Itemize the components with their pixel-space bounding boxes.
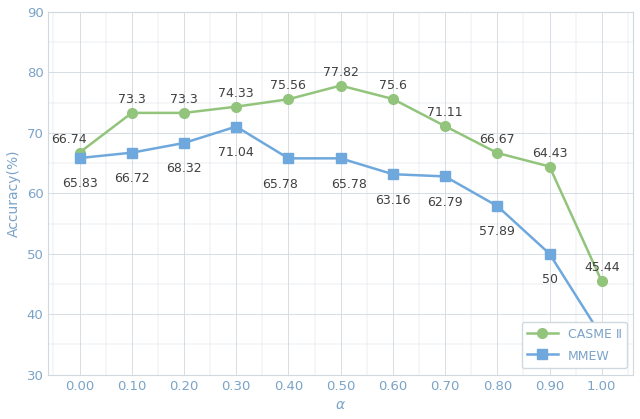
Text: 65.78: 65.78 <box>262 178 298 191</box>
Y-axis label: Accuracy(%): Accuracy(%) <box>7 150 21 237</box>
CASME Ⅱ <box>389 96 397 101</box>
MMEW <box>76 155 83 160</box>
Text: 57.89: 57.89 <box>479 225 515 238</box>
CASME Ⅱ <box>180 110 188 115</box>
MMEW <box>285 156 292 161</box>
Text: 65.78: 65.78 <box>331 178 367 191</box>
Text: 71.04: 71.04 <box>218 146 254 159</box>
Text: 74.33: 74.33 <box>218 87 254 100</box>
MMEW <box>598 334 605 339</box>
Text: 62.79: 62.79 <box>428 196 463 209</box>
Text: 71.11: 71.11 <box>428 106 463 119</box>
Text: 65.83: 65.83 <box>61 178 97 191</box>
Text: 64.43: 64.43 <box>532 147 567 160</box>
Text: 73.3: 73.3 <box>170 93 198 106</box>
Line: MMEW: MMEW <box>75 122 607 341</box>
MMEW <box>441 174 449 179</box>
MMEW <box>389 172 397 177</box>
Text: 50: 50 <box>541 273 557 286</box>
Text: 66.67: 66.67 <box>479 133 515 146</box>
Text: 66.72: 66.72 <box>114 172 150 185</box>
Text: 36.31: 36.31 <box>584 356 620 369</box>
CASME Ⅱ <box>76 150 83 155</box>
MMEW <box>546 251 554 256</box>
Line: CASME Ⅱ: CASME Ⅱ <box>75 81 607 286</box>
CASME Ⅱ <box>441 124 449 129</box>
X-axis label: α: α <box>336 398 345 412</box>
MMEW <box>128 150 136 155</box>
Text: 75.56: 75.56 <box>271 79 307 92</box>
CASME Ⅱ <box>128 110 136 115</box>
CASME Ⅱ <box>232 104 240 109</box>
Text: 73.3: 73.3 <box>118 93 146 106</box>
CASME Ⅱ <box>598 279 605 284</box>
MMEW <box>232 124 240 129</box>
Text: 45.44: 45.44 <box>584 261 620 274</box>
CASME Ⅱ <box>337 83 344 88</box>
MMEW <box>337 156 344 161</box>
Text: 66.74: 66.74 <box>51 132 86 146</box>
Text: 75.6: 75.6 <box>379 79 407 92</box>
MMEW <box>493 204 501 209</box>
Text: 63.16: 63.16 <box>375 194 411 207</box>
CASME Ⅱ <box>493 150 501 155</box>
MMEW <box>180 140 188 145</box>
Text: 68.32: 68.32 <box>166 163 202 176</box>
Text: 77.82: 77.82 <box>323 66 358 79</box>
Legend: CASME Ⅱ, MMEW: CASME Ⅱ, MMEW <box>522 322 627 368</box>
CASME Ⅱ <box>546 164 554 169</box>
CASME Ⅱ <box>285 97 292 102</box>
